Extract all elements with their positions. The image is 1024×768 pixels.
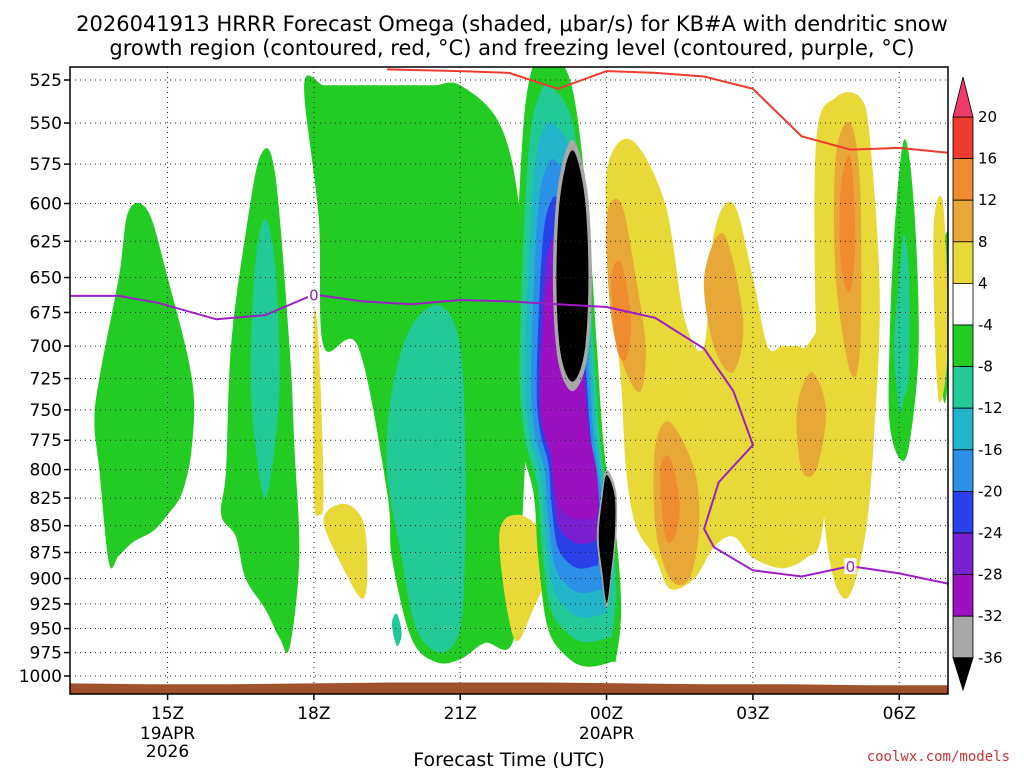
x-tick-label-06Z: 06Z — [883, 704, 916, 724]
colorbar-swatch--36 — [952, 615, 974, 659]
colorbar-label-20: 20 — [978, 108, 997, 126]
x-tick-date-15Z: 19APR — [140, 724, 196, 744]
colorbar-swatch--32 — [952, 574, 974, 617]
y-tick-label-850: 850 — [30, 517, 62, 537]
y-tick-label-975: 975 — [30, 644, 62, 664]
colorbar-swatch-16 — [952, 116, 974, 159]
y-tick-label-900: 900 — [30, 570, 62, 590]
colorbar-label--24: -24 — [978, 524, 1003, 542]
y-tick-label-750: 750 — [30, 401, 62, 421]
colorbar: 20 16 12 8 4 -4 -8 -12 -16 -20 -24 -28 -32 -36 — [952, 76, 1003, 692]
omega-region-pos-18z-sliver — [313, 308, 324, 517]
y-axis: 525 550 575 600 625 650 675 700 725 750 775 800 825 8… — [19, 71, 70, 687]
y-tick-label-600: 600 — [30, 195, 62, 215]
omega-region-big-teal — [386, 304, 466, 653]
freezing-label-bg-1 — [844, 558, 857, 575]
omega-core-violet — [539, 271, 599, 520]
omega-region-pos-far-east — [933, 195, 948, 403]
credit-text[interactable]: coolwx.com/models — [867, 749, 1010, 765]
colorbar-swatch-12 — [952, 158, 974, 201]
freezing-level-label-0: 0 — [309, 286, 319, 304]
colorbar-label--36: -36 — [978, 649, 1003, 667]
colorbar-swatch--12 — [952, 366, 974, 409]
colorbar-swatch--28 — [952, 532, 974, 575]
y-tick-label-875: 875 — [30, 543, 62, 563]
colorbar-swatch-4 — [952, 241, 974, 284]
x-tick-label-15Z: 15Z — [151, 704, 184, 724]
y-tick-label-800: 800 — [30, 461, 62, 481]
dgz-contour-line — [387, 68, 948, 154]
colorbar-swatch--20 — [952, 449, 974, 492]
y-tick-label-700: 700 — [30, 337, 62, 357]
y-tick-label-550: 550 — [30, 114, 62, 134]
x-axis-label: Forecast Time (UTC) — [413, 749, 604, 768]
omega-region-east-teal — [894, 233, 910, 413]
contours: 00 — [70, 68, 948, 585]
x-tick-label-00Z: 00Z — [590, 704, 623, 724]
terrain-fill — [70, 682, 948, 694]
y-tick-label-1000: 1000 — [19, 667, 62, 687]
colorbar-label--4: -4 — [978, 316, 993, 334]
omega-region-col2-teal — [250, 218, 280, 499]
y-tick-label-725: 725 — [30, 370, 62, 390]
y-tick-label-650: 650 — [30, 269, 62, 289]
omega-core-black-upper — [556, 150, 589, 382]
colorbar-label-16: 16 — [978, 150, 997, 168]
colorbar-top-arrow — [952, 76, 974, 118]
chart-title-line1: 2026041913 HRRR Forecast Omega (shaded, … — [76, 12, 948, 36]
omega-core-black-lower — [598, 475, 616, 604]
colorbar-swatch-8 — [952, 199, 974, 243]
colorbar-swatch--4 — [952, 282, 974, 326]
omega-region-red-01z — [660, 455, 680, 543]
x-tick-label-21Z: 21Z — [444, 704, 477, 724]
colorbar-label--12: -12 — [978, 399, 1003, 417]
omega-region-west-green — [94, 202, 195, 569]
colorbar-swatch--24 — [952, 490, 974, 534]
colorbar-swatch--16 — [952, 407, 974, 451]
freezing-level-line — [70, 293, 948, 585]
x-tick-label-18Z: 18Z — [297, 704, 330, 724]
y-tick-label-925: 925 — [30, 595, 62, 615]
y-tick-label-825: 825 — [30, 489, 62, 509]
freezing-label-bg-0 — [307, 286, 320, 303]
y-tick-label-775: 775 — [30, 431, 62, 451]
freezing-level-label-1: 0 — [846, 558, 856, 576]
omega-region-red-04z — [839, 154, 856, 293]
x-tick-label-03Z: 03Z — [736, 704, 769, 724]
omega-region-orng-02z — [703, 232, 744, 373]
colorbar-label--32: -32 — [978, 607, 1003, 625]
terrain-surface — [70, 682, 948, 694]
y-tick-label-575: 575 — [30, 155, 62, 175]
x-tick-date-00Z: 20APR — [579, 724, 635, 744]
y-tick-label-675: 675 — [30, 303, 62, 323]
omega-region-tiny-teal — [391, 613, 402, 647]
colorbar-label--8: -8 — [978, 358, 993, 376]
colorbar-label--16: -16 — [978, 441, 1003, 459]
colorbar-label--20: -20 — [978, 482, 1003, 500]
y-tick-label-525: 525 — [30, 71, 62, 91]
y-tick-label-950: 950 — [30, 620, 62, 640]
colorbar-label-12: 12 — [978, 191, 997, 209]
chart-title-line2: growth region (contoured, red, °C) and f… — [109, 36, 914, 60]
omega-shading — [94, 67, 948, 667]
omega-region-pos-18z-blob — [323, 503, 368, 599]
colorbar-label-8: 8 — [978, 233, 988, 251]
colorbar-label-4: 4 — [978, 274, 988, 292]
colorbar-label--28: -28 — [978, 566, 1003, 584]
plot-frame — [69, 66, 949, 695]
colorbar-bottom-arrow — [952, 657, 974, 692]
x-tick-year-15Z: 2026 — [146, 742, 189, 762]
y-tick-label-625: 625 — [30, 232, 62, 252]
omega-region-orng-0330z — [796, 372, 827, 478]
colorbar-swatch--8 — [952, 324, 974, 367]
